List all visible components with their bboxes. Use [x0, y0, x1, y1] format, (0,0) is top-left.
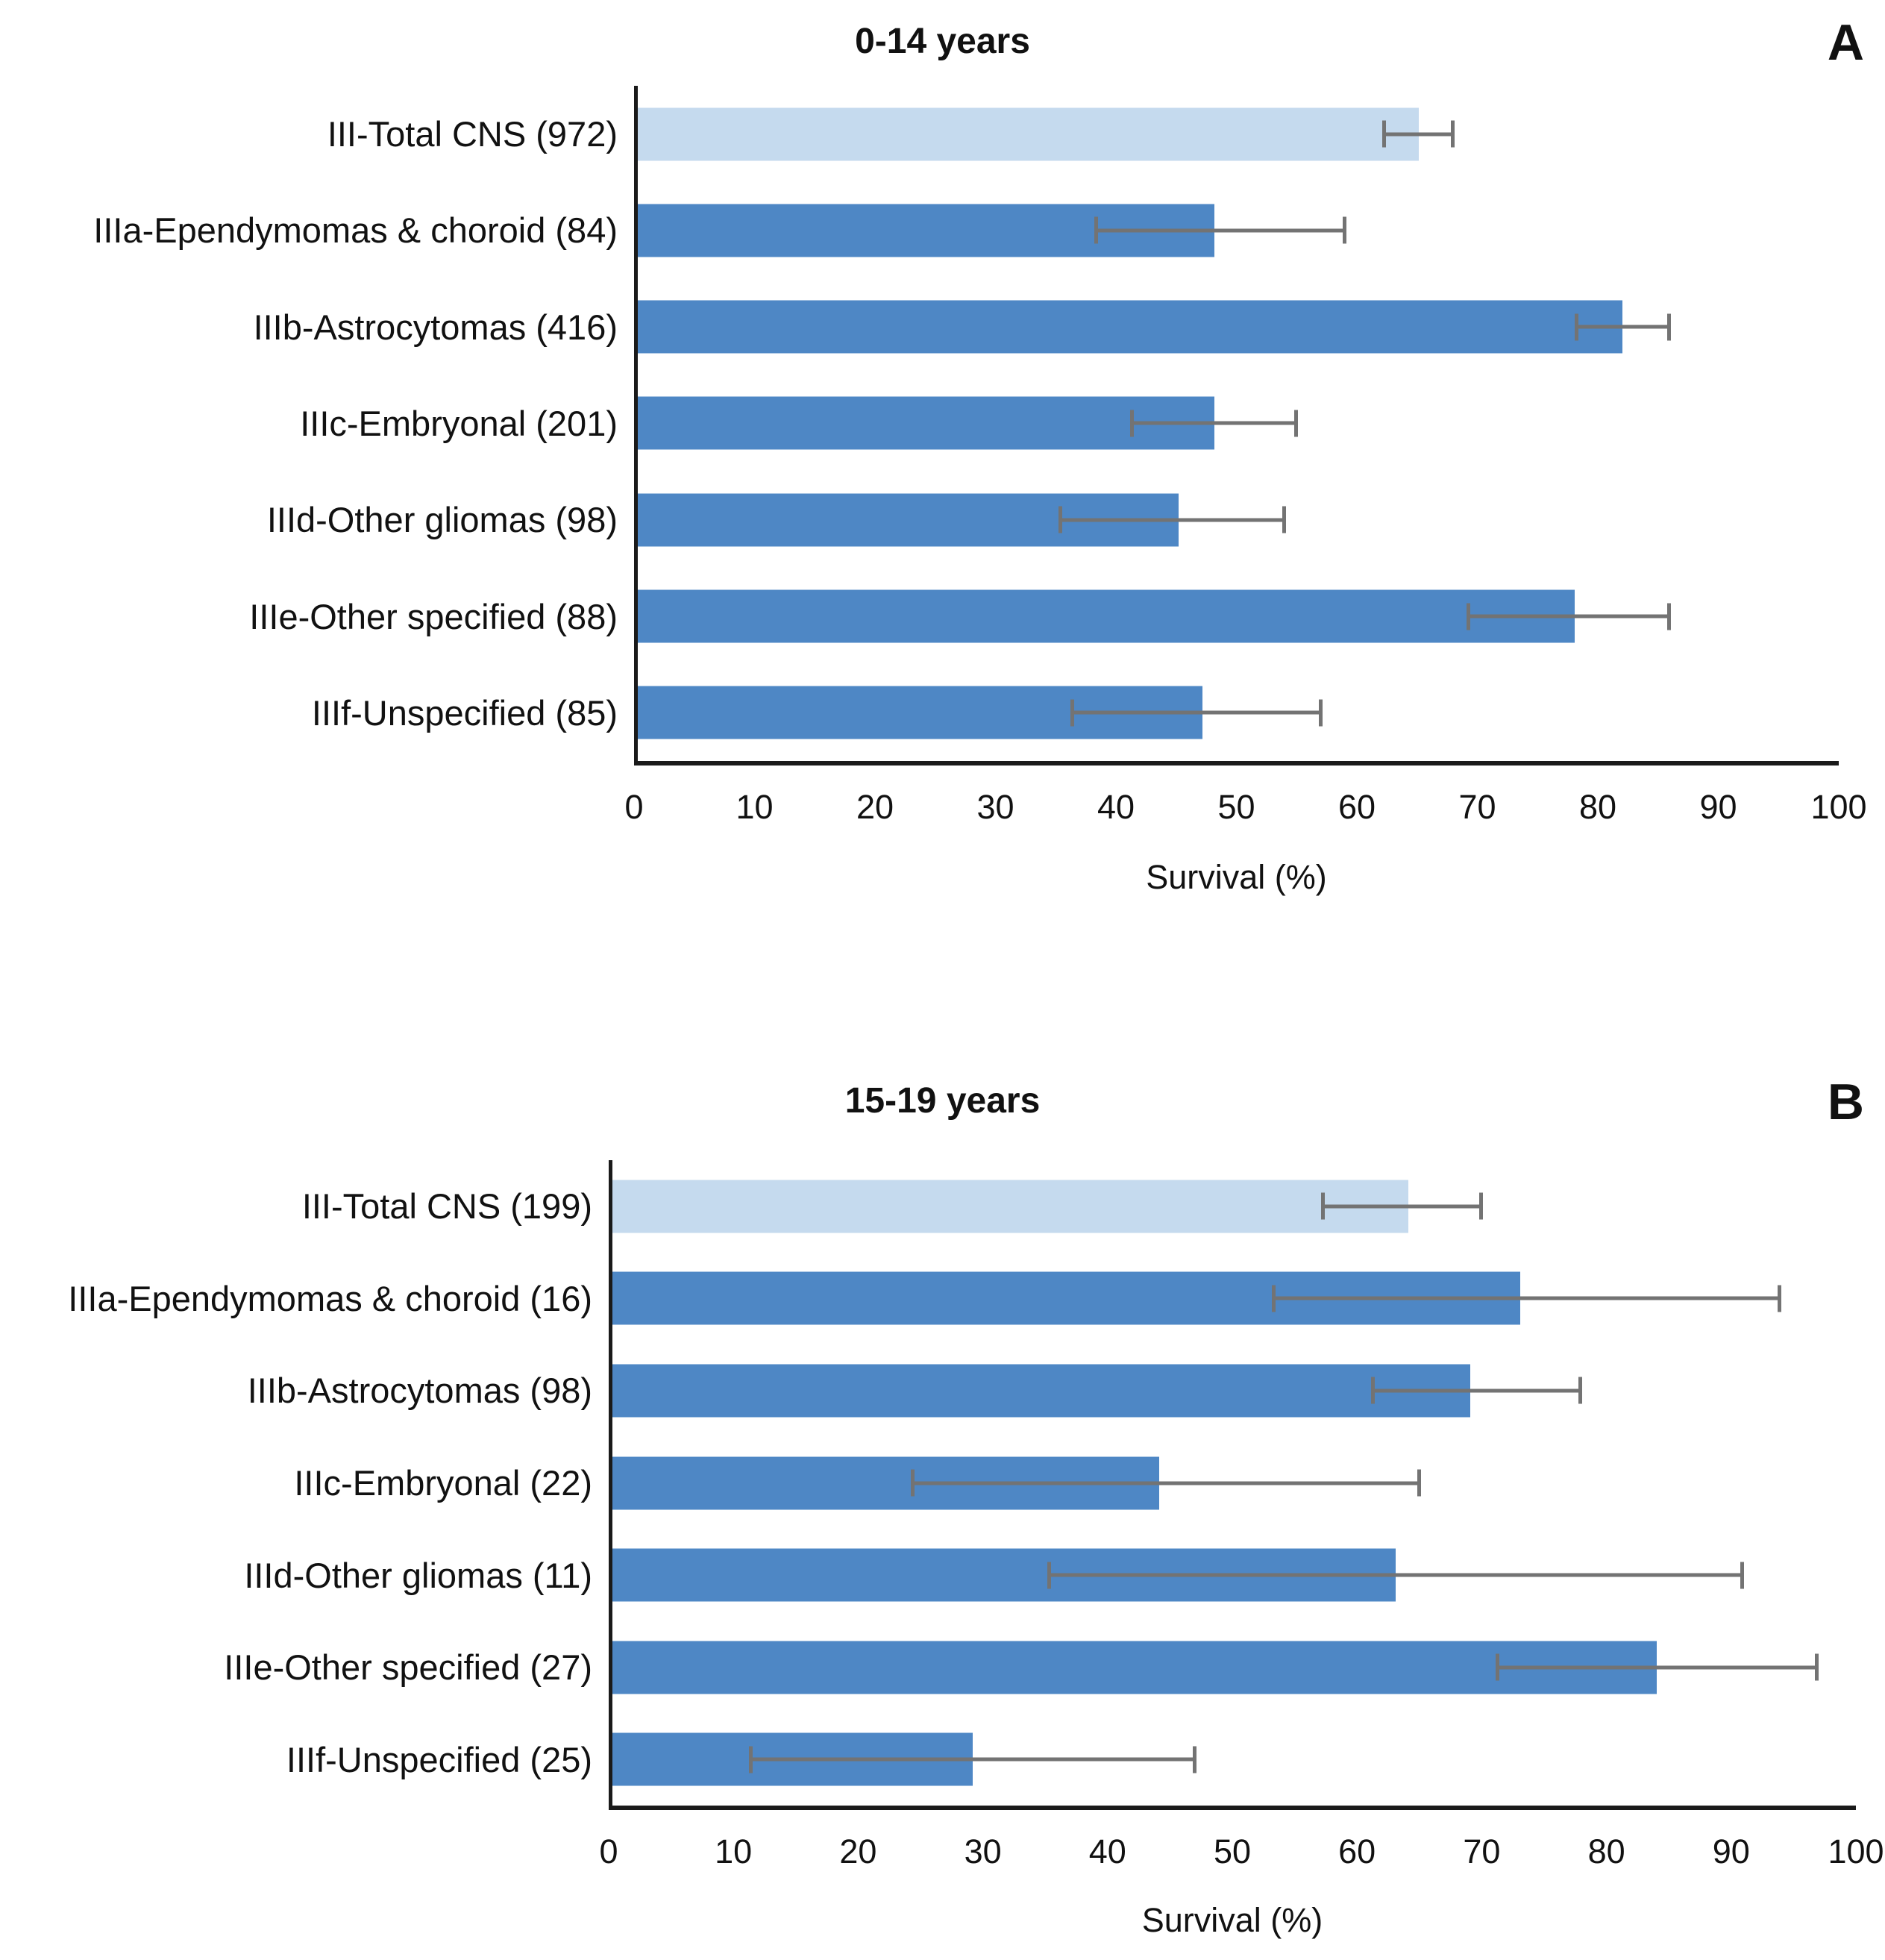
x-tick-label: 50	[1213, 1832, 1252, 1870]
confidence-interval-error-bar	[1370, 1388, 1583, 1393]
panel-a-title: 0-14 years	[855, 22, 1030, 61]
panel-b-x-axis-ticks: 0 10 20 30 40 50 60 70 80 90 100	[599, 1832, 1884, 1877]
x-tick-label: 20	[839, 1832, 877, 1870]
x-tick-label: 40	[1097, 788, 1135, 826]
x-tick-label: 30	[964, 1832, 1002, 1870]
panel-b-category-labels: III-Total CNS (199) IIIa-Ependymomas & ch…	[0, 1160, 609, 1806]
confidence-interval-error-bar	[1047, 1573, 1744, 1577]
confidence-interval-error-bar	[1271, 1296, 1781, 1300]
bar-row	[638, 472, 1839, 568]
panel-a-letter: A	[1827, 14, 1864, 71]
x-tick-label: 60	[1337, 788, 1376, 826]
category-label: IIIf-Unspecified (85)	[311, 692, 618, 733]
confidence-interval-error-bar	[1058, 518, 1287, 522]
bar-row	[612, 1437, 1856, 1530]
confidence-interval-error-bar	[1574, 325, 1671, 329]
confidence-interval-error-bar	[1130, 421, 1299, 425]
bar-row	[612, 1344, 1856, 1437]
panel-a-category-labels: III-Total CNS (972) IIIa-Ependymomas & ch…	[0, 86, 634, 761]
survival-bar	[612, 1641, 1657, 1694]
panel-b-chart: III-Total CNS (199) IIIa-Ependymomas & ch…	[0, 1160, 1856, 1810]
x-tick-label: 90	[1712, 1832, 1750, 1870]
panel-b: 15-19 years B III-Total CNS (199) IIIa-Ep…	[0, 1059, 1885, 1960]
panel-b-x-axis-label-wrap: Survival (%)	[609, 1901, 1856, 1940]
confidence-interval-error-bar	[1321, 1204, 1483, 1209]
panel-b-title: 15-19 years	[844, 1081, 1041, 1121]
category-label: III-Total CNS (199)	[301, 1186, 592, 1227]
confidence-interval-error-bar	[1495, 1665, 1819, 1670]
panel-a-chart: III-Total CNS (972) IIIa-Ependymomas & ch…	[0, 86, 1839, 765]
bar-row	[612, 1253, 1856, 1345]
survival-bar	[612, 1364, 1471, 1418]
survival-bar	[638, 107, 1419, 161]
confidence-interval-error-bar	[1070, 710, 1323, 715]
category-label: IIIb-Astrocytomas (98)	[247, 1371, 592, 1411]
category-label: IIId-Other gliomas (11)	[244, 1555, 592, 1595]
x-tick-label: 40	[1088, 1832, 1126, 1870]
x-tick-label: 0	[599, 1832, 618, 1870]
x-tick-label: 70	[1458, 788, 1496, 826]
confidence-interval-error-bar	[1094, 228, 1346, 233]
x-tick-label: 80	[1578, 788, 1617, 826]
panel-a-plot-area	[634, 86, 1839, 765]
category-label: III-Total CNS (972)	[327, 114, 618, 154]
bar-row	[638, 182, 1839, 278]
confidence-interval-error-bar	[1382, 132, 1455, 137]
x-tick-label: 20	[856, 788, 894, 826]
category-label: IIIc-Embryonal (22)	[294, 1463, 592, 1503]
category-label: IIIe-Other specified (27)	[224, 1647, 592, 1688]
bar-row	[638, 568, 1839, 664]
x-tick-label: 10	[736, 788, 774, 826]
bar-row	[612, 1160, 1856, 1253]
bar-row	[638, 665, 1839, 761]
x-tick-label: 100	[1810, 788, 1867, 826]
x-tick-label: 50	[1217, 788, 1255, 826]
panel-b-plot-area	[609, 1160, 1856, 1810]
x-tick-label: 90	[1699, 788, 1737, 826]
panel-a-x-axis-label-wrap: Survival (%)	[634, 858, 1839, 897]
panel-a-x-axis-label: Survival (%)	[1146, 858, 1327, 896]
x-tick-label: 60	[1338, 1832, 1376, 1870]
category-label: IIIa-Ependymomas & choroid (84)	[93, 210, 618, 251]
confidence-interval-error-bar	[1466, 614, 1671, 619]
x-tick-label: 100	[1828, 1832, 1884, 1870]
bar-row	[612, 1529, 1856, 1621]
x-tick-label: 10	[715, 1832, 753, 1870]
survival-bar	[638, 589, 1575, 643]
x-tick-label: 30	[976, 788, 1014, 826]
category-label: IIIf-Unspecified (25)	[286, 1739, 592, 1779]
confidence-interval-error-bar	[749, 1757, 1197, 1762]
x-tick-label: 80	[1587, 1832, 1625, 1870]
panel-a: 0-14 years A III-Total CNS (972) IIIa-Epe…	[0, 0, 1885, 970]
category-label: IIId-Other gliomas (98)	[266, 500, 618, 540]
panel-b-letter: B	[1827, 1074, 1864, 1130]
bar-row	[638, 375, 1839, 472]
category-label: IIIc-Embryonal (201)	[300, 403, 618, 443]
survival-bar	[612, 1180, 1408, 1233]
category-label: IIIa-Ependymomas & choroid (16)	[68, 1278, 592, 1318]
bar-row	[612, 1713, 1856, 1806]
panel-b-x-axis-label: Survival (%)	[1141, 1901, 1323, 1939]
bar-row	[638, 86, 1839, 182]
survival-bar	[638, 396, 1214, 450]
x-tick-label: 0	[624, 788, 644, 826]
bar-row	[612, 1621, 1856, 1714]
survival-bar	[638, 300, 1623, 354]
category-label: IIIb-Astrocytomas (416)	[253, 307, 618, 347]
category-label: IIIe-Other specified (88)	[249, 596, 618, 636]
x-tick-label: 70	[1463, 1832, 1501, 1870]
confidence-interval-error-bar	[911, 1481, 1421, 1485]
bar-row	[638, 279, 1839, 375]
panel-a-x-axis-ticks: 0 10 20 30 40 50 60 70 80 90 100	[624, 788, 1866, 833]
